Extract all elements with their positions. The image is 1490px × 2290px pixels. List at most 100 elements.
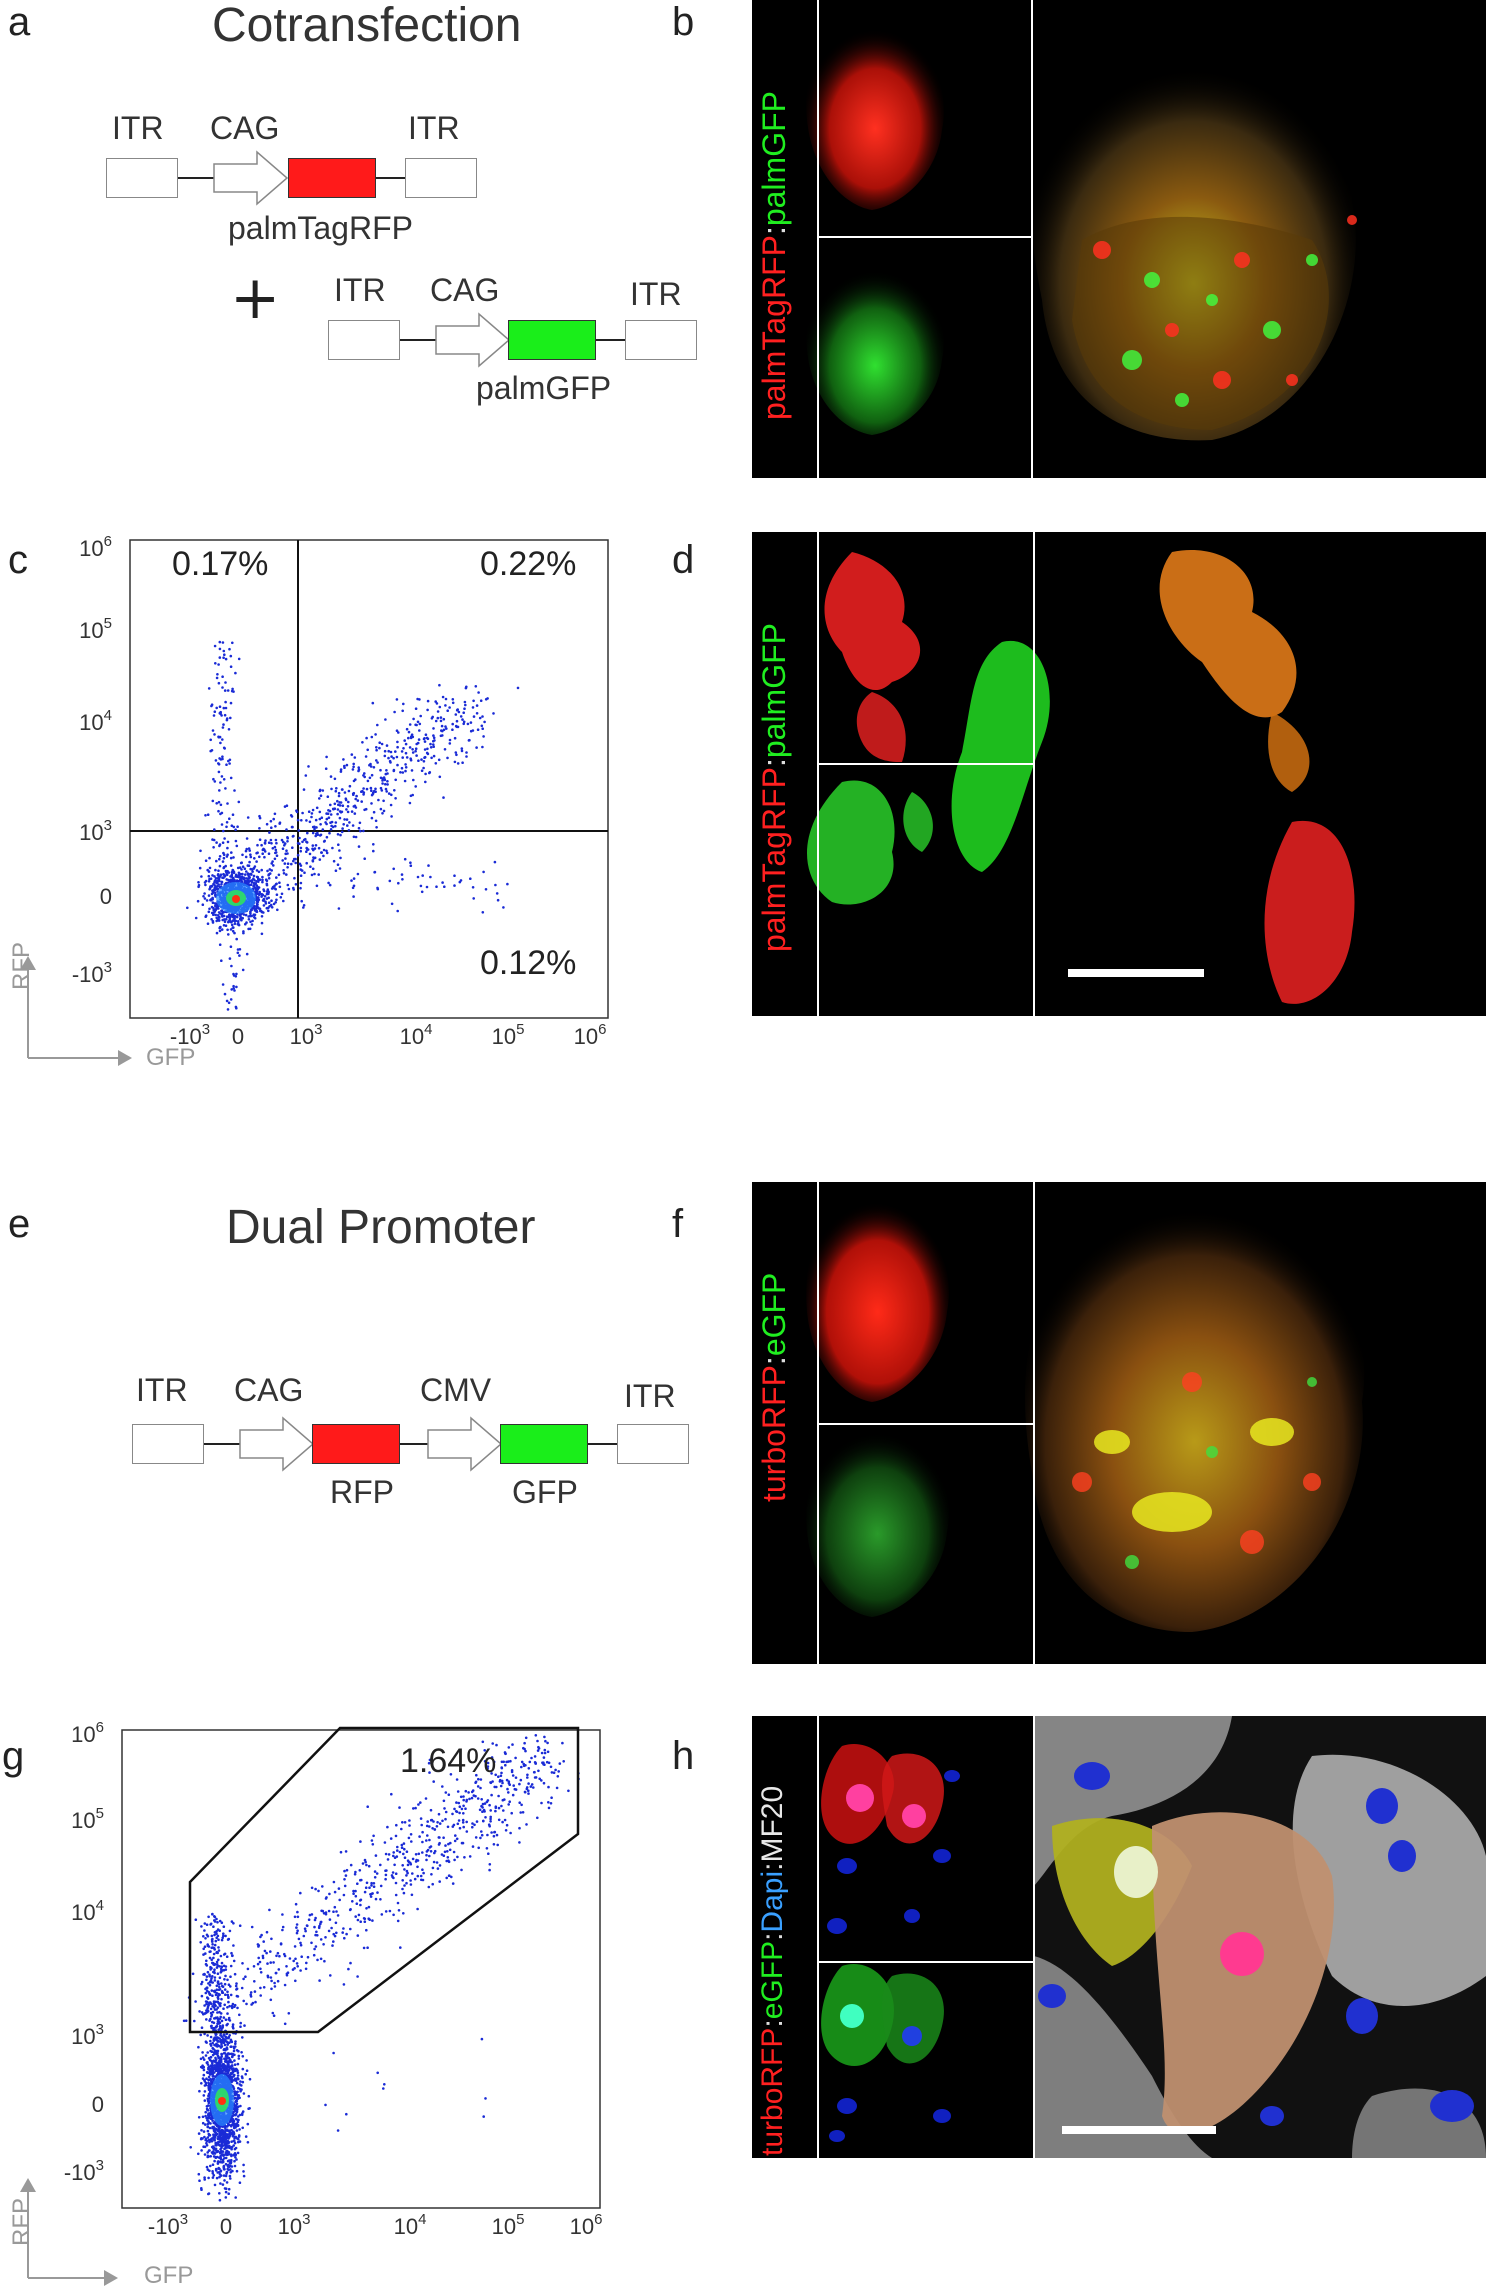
- scatter-dot: [226, 2054, 229, 2058]
- scatter-dot: [275, 898, 278, 902]
- scatter-dot: [390, 755, 393, 758]
- scatter-dot: [334, 789, 338, 793]
- scatter-dot: [409, 861, 412, 864]
- scatter-dot: [453, 736, 457, 740]
- scatter-dot: [207, 2004, 210, 2007]
- scatter-dot: [557, 1770, 560, 1773]
- scatter-dot: [339, 801, 343, 804]
- scatter-dot: [243, 2024, 246, 2027]
- scatter-dot: [324, 821, 327, 824]
- scatter-dot: [206, 2122, 210, 2126]
- scatter-dot: [229, 2045, 232, 2048]
- scatter-dot: [463, 700, 467, 704]
- scatter-dot: [327, 881, 330, 885]
- scatter-dot: [283, 1983, 287, 1987]
- scatter-dot: [222, 1932, 225, 1935]
- scatter-dot: [270, 1979, 273, 1983]
- scatter-dot: [370, 802, 373, 805]
- scatter-dot: [468, 1855, 472, 1858]
- scatter-dot: [214, 868, 217, 872]
- scatter-dot: [520, 1803, 523, 1807]
- scatter-dot: [217, 2056, 220, 2059]
- scatter-dot: [211, 799, 215, 803]
- scatter-dot: [469, 729, 473, 733]
- scatter-dot: [208, 2126, 212, 2130]
- scatter-dot: [202, 1935, 205, 1938]
- cmv-promoter-arrow: [427, 1416, 503, 1472]
- scatter-dot: [246, 2141, 250, 2144]
- scatter-dot: [425, 1853, 428, 1857]
- scatter-dot: [447, 1793, 451, 1796]
- scatter-dot: [479, 1786, 482, 1790]
- scatter-dot: [462, 1795, 465, 1798]
- scatter-dot: [281, 1928, 284, 1932]
- scatter-dot: [232, 974, 236, 977]
- scatter-dot: [293, 876, 296, 880]
- scatter-dot: [380, 789, 384, 792]
- scatter-dot: [223, 1982, 227, 1986]
- scatter-dot: [241, 872, 244, 876]
- scatter-dot: [256, 900, 260, 903]
- scatter-dot: [558, 1762, 562, 1765]
- scatter-dot: [242, 2163, 245, 2167]
- scatter-dot: [319, 823, 322, 826]
- scatter-dot: [229, 945, 233, 948]
- scatter-dot: [419, 884, 423, 888]
- scatter-dot: [332, 1880, 336, 1884]
- scatter-dot: [221, 841, 225, 844]
- scatter-dot: [229, 1964, 233, 1968]
- scatter-dot: [234, 2153, 238, 2156]
- scatter-dot: [184, 2019, 188, 2022]
- scatter-dot: [384, 718, 387, 721]
- scatter-dot: [208, 877, 211, 881]
- scatter-dot: [336, 799, 339, 803]
- scatter-dot: [213, 1968, 216, 1971]
- scatter-dot: [221, 686, 224, 689]
- scatter-dot: [228, 2165, 231, 2169]
- scatter-dot: [215, 2144, 218, 2147]
- scatter-dot: [260, 843, 263, 847]
- scatter-dot: [389, 803, 393, 807]
- scatter-dot: [451, 698, 455, 701]
- scatter-dot: [370, 1881, 373, 1885]
- scatter-dot: [460, 747, 464, 750]
- scatter-dot: [478, 1808, 482, 1812]
- scatter-dot: [257, 1956, 261, 1960]
- scatter-dot: [215, 916, 218, 920]
- scatter-dot: [381, 812, 384, 815]
- scatter-dot: [306, 1924, 309, 1928]
- scatter-dot: [324, 1897, 328, 1900]
- tick-label: 106: [574, 1021, 607, 1049]
- panel-label-h: h: [672, 1734, 695, 1778]
- scatter-dot: [360, 1878, 363, 1882]
- scatter-dot: [215, 1917, 218, 1921]
- scatter-dot: [234, 2090, 237, 2094]
- scatter-dot: [265, 822, 269, 826]
- scatter-dot: [227, 2133, 231, 2136]
- scatter-dot: [379, 768, 382, 772]
- scatter-dot: [501, 1820, 504, 1824]
- scatter-dot: [277, 1968, 281, 1971]
- scatter-dot: [366, 1805, 370, 1808]
- scatter-dot: [216, 2036, 220, 2040]
- scatter-dot: [225, 2145, 228, 2148]
- tick-label: 0: [92, 2092, 104, 2117]
- scatter-dot: [443, 748, 447, 751]
- scatter-dot: [350, 879, 353, 882]
- scatter-dot: [238, 866, 242, 869]
- tick-label: 0: [232, 1024, 244, 1049]
- scatter-dot: [207, 880, 211, 883]
- scatter-dot: [211, 1994, 214, 1997]
- scatter-dot: [292, 834, 295, 838]
- scatter-dot: [212, 882, 215, 886]
- scatter-dot: [235, 2102, 239, 2106]
- scatter-dot: [198, 866, 202, 870]
- scatter-dot: [238, 954, 241, 957]
- scatter-dot: [243, 881, 247, 884]
- scatter-dot: [208, 2169, 211, 2173]
- scatter-dot: [423, 748, 427, 751]
- scatter-dot: [438, 705, 442, 709]
- scatter-dot: [540, 1801, 543, 1805]
- scatter-dot: [307, 810, 311, 813]
- scatter-dot: [209, 2164, 212, 2168]
